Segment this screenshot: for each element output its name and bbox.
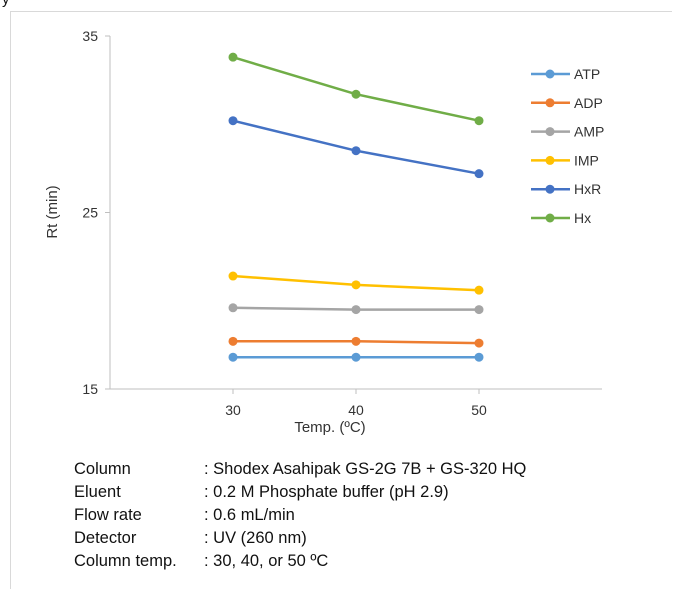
data-point (351, 146, 361, 156)
legend-item-amp: AMP (531, 124, 604, 140)
legend-marker (545, 127, 555, 137)
tick-labels: 15 25 35 30 40 50 (82, 28, 487, 418)
data-point (474, 305, 484, 315)
data-point (351, 305, 361, 315)
condition-label: Flow rate (74, 506, 142, 524)
legend-marker (545, 98, 555, 108)
data-point (228, 352, 238, 362)
legend-label: IMP (574, 152, 599, 168)
condition-value: : 30, 40, or 50 ºC (204, 552, 329, 570)
series-atp (228, 352, 484, 362)
legend-marker (545, 213, 555, 223)
data-point (351, 336, 361, 346)
analysis-conditions: Column : Shodex Asahipak GS-2G 7B + GS-32… (74, 458, 526, 573)
data-point (351, 352, 361, 362)
series-imp (228, 271, 484, 295)
data-point (474, 338, 484, 348)
series-hxr (228, 116, 484, 179)
condition-value: : 0.2 M Phosphate buffer (pH 2.9) (204, 483, 449, 501)
condition-row: Column : Shodex Asahipak GS-2G 7B + GS-32… (74, 458, 526, 481)
y-tick-label: 35 (82, 28, 98, 44)
condition-value: : Shodex Asahipak GS-2G 7B + GS-320 HQ (204, 460, 527, 478)
frame-border-left (10, 11, 11, 589)
legend-marker (545, 184, 555, 194)
condition-row: Eluent : 0.2 M Phosphate buffer (pH 2.9) (74, 481, 526, 504)
legend-label: ATP (574, 66, 600, 82)
condition-label: Eluent (74, 483, 121, 501)
condition-value: : 0.6 mL/min (204, 506, 295, 524)
legend-marker (545, 69, 555, 79)
data-point (474, 116, 484, 126)
data-point (474, 285, 484, 295)
data-point (228, 303, 238, 313)
y-axis-label: Rt (min) (44, 185, 61, 238)
data-point (351, 280, 361, 290)
x-axis-label: Temp. (ºC) (294, 419, 365, 436)
y-tick-label: 15 (82, 381, 98, 397)
data-point (228, 116, 238, 126)
series-line (232, 56, 480, 122)
legend-item-atp: ATP (531, 66, 600, 82)
series-amp (228, 303, 484, 315)
data-point (474, 352, 484, 362)
condition-label: Column temp. (74, 552, 177, 570)
frame-border-top (10, 11, 672, 12)
legend-label: Hx (574, 210, 591, 226)
x-tick-label: 40 (348, 402, 364, 418)
legend-item-adp: ADP (531, 95, 603, 111)
condition-row: Detector : UV (260 nm) (74, 527, 526, 550)
clipped-top-text: y (2, 0, 10, 8)
condition-label: Column (74, 460, 131, 478)
legend-item-hx: Hx (531, 210, 591, 226)
legend-label: ADP (574, 95, 603, 111)
legend-marker (545, 155, 555, 165)
data-point (228, 336, 238, 346)
condition-value: : UV (260 nm) (204, 529, 307, 547)
x-tick-label: 30 (225, 402, 241, 418)
data-point (474, 169, 484, 179)
data-point (228, 271, 238, 281)
legend-item-imp: IMP (531, 152, 599, 168)
series-layer (228, 52, 484, 362)
legend: ATP ADP AMP IMP HxR Hx (531, 66, 604, 226)
condition-label: Detector (74, 529, 137, 547)
chart-axes (105, 35, 602, 394)
legend-label: AMP (574, 124, 604, 140)
condition-row: Flow rate : 0.6 mL/min (74, 504, 526, 527)
legend-item-hxr: HxR (531, 181, 601, 197)
data-point (228, 52, 238, 62)
x-tick-label: 50 (471, 402, 487, 418)
data-point (351, 89, 361, 99)
series-hx (228, 52, 484, 126)
legend-label: HxR (574, 181, 601, 197)
series-adp (228, 336, 484, 348)
condition-row: Column temp. : 30, 40, or 50 ºC (74, 550, 526, 573)
y-tick-label: 25 (82, 205, 98, 221)
